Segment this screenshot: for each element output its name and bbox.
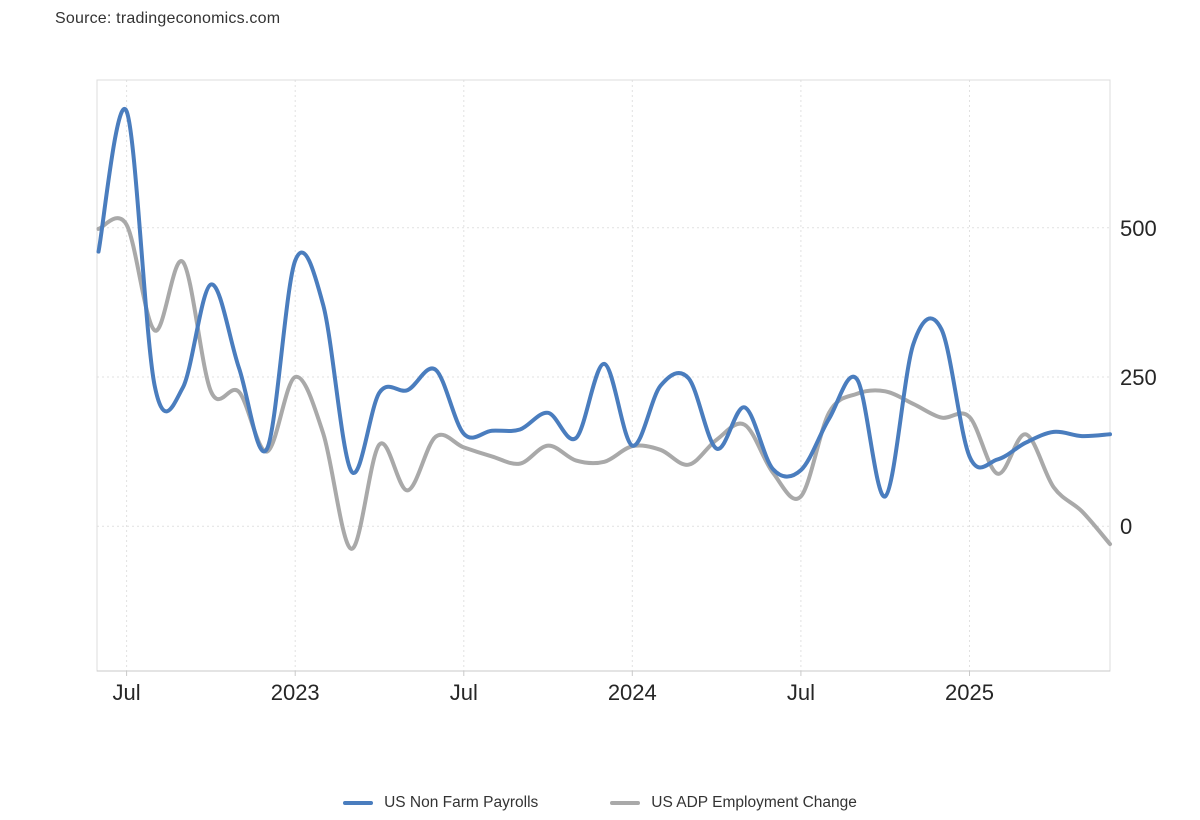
- y-axis-labels: 0 250 500: [1120, 216, 1157, 539]
- source-label: Source: tradingeconomics.com: [55, 10, 281, 27]
- x-tick-label: Jul: [450, 680, 478, 705]
- y-tick-label: 250: [1120, 365, 1157, 390]
- y-tick-label: 500: [1120, 216, 1157, 241]
- legend-item-us-adp-employment-change[interactable]: US ADP Employment Change: [610, 794, 857, 812]
- legend-line-swatch-gray: [610, 801, 641, 805]
- legend-label: US ADP Employment Change: [651, 794, 857, 811]
- legend: US Non Farm Payrolls US ADP Employment C…: [0, 788, 1200, 818]
- plot-border: [96, 79, 1111, 672]
- x-tick-label: Jul: [787, 680, 815, 705]
- x-tick-label: 2023: [271, 680, 320, 705]
- x-tick-label: 2025: [945, 680, 994, 705]
- series-line-us-non-farm-payrolls: [96, 106, 1112, 499]
- x-tick-label: Jul: [113, 680, 141, 705]
- legend-label: US Non Farm Payrolls: [384, 794, 539, 811]
- y-tick-label: 0: [1120, 514, 1132, 539]
- x-axis-ticks: [126, 671, 970, 676]
- legend-line-swatch-blue: [343, 801, 374, 805]
- series-line-us-adp-employment-change: [96, 216, 1112, 551]
- x-axis-labels: Jul 2023 Jul 2024 Jul 2025: [113, 680, 994, 705]
- x-tick-label: 2024: [608, 680, 657, 705]
- legend-item-us-non-farm-payrolls[interactable]: US Non Farm Payrolls: [343, 794, 538, 812]
- gridlines: [97, 80, 1110, 671]
